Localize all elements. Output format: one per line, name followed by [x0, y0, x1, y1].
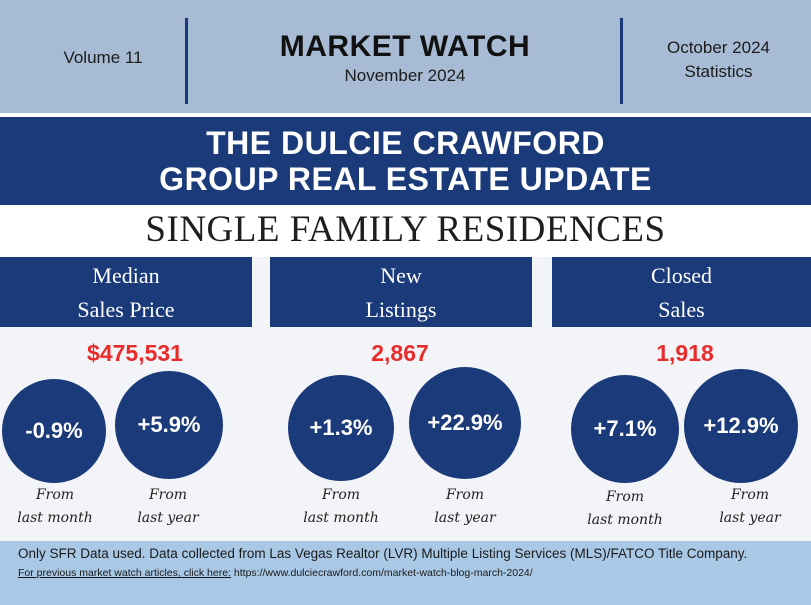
metric-label-line-1: Closed [650, 263, 713, 288]
metric-header-closed-sales: Closed Sales [552, 257, 811, 327]
metric-value-closed-sales: 1,918 [656, 340, 714, 366]
volume-label: Volume 11 [63, 48, 143, 67]
group-update-banner: THE DULCIE CRAWFORD GROUP REAL ESTATE UP… [0, 117, 811, 205]
caption-from-last-month: From last month [291, 484, 391, 530]
caption-from: From [730, 487, 770, 503]
metric-label-line-2: Listings [365, 297, 437, 322]
median-year-change-circle: +5.9% [115, 371, 223, 479]
listings-year-change-circle: +22.9% [409, 367, 521, 479]
caption-from: From [35, 487, 75, 503]
header-band [0, 0, 811, 113]
caption-from: From [148, 487, 188, 503]
caption-last-year: last year [719, 510, 781, 526]
stats-period-month: October 2024 [666, 38, 770, 57]
caption-from: From [321, 487, 361, 503]
previous-articles-line: For previous market watch articles, clic… [18, 567, 793, 579]
stats-period: October 2024 Statistics [626, 36, 811, 84]
caption-from-last-year: From last year [700, 484, 800, 530]
metric-header-median-sales-price: Median Sales Price [0, 257, 252, 327]
issue-month: November 2024 [344, 66, 466, 85]
metric-value-median-sales-price: $475,531 [87, 340, 183, 366]
caption-last-month: last month [17, 510, 93, 526]
metric-label-line-1: Median [92, 263, 160, 288]
metric-label-line-2: Sales [658, 297, 705, 322]
caption-from-last-month: From last month [5, 484, 105, 530]
header-divider-right [620, 18, 623, 104]
market-watch-title: MARKET WATCH [279, 30, 531, 63]
footer: Only SFR Data used. Data collected from … [0, 541, 811, 605]
caption-from-last-year: From last year [118, 484, 218, 530]
previous-articles-url[interactable]: https://www.dulciecrawford.com/market-wa… [230, 567, 533, 579]
section-subtitle: SINGLE FAMILY RESIDENCES [145, 209, 666, 250]
header-divider-left [185, 18, 188, 104]
closed-year-change-circle: +12.9% [684, 369, 798, 483]
metric-value-new-listings: 2,867 [371, 340, 429, 366]
caption-last-month: last month [587, 512, 663, 528]
caption-last-month: last month [303, 510, 379, 526]
banner-line-2: GROUP REAL ESTATE UPDATE [159, 161, 652, 197]
caption-last-year: last year [137, 510, 199, 526]
caption-from-last-year: From last year [415, 484, 515, 530]
median-month-change-circle: -0.9% [2, 379, 106, 483]
stats-period-label: Statistics [684, 62, 753, 81]
header-center: MARKET WATCH November 2024 [190, 30, 620, 86]
caption-from: From [445, 487, 485, 503]
data-source-note: Only SFR Data used. Data collected from … [18, 546, 748, 561]
closed-month-change-circle: +7.1% [571, 375, 679, 483]
caption-from-last-month: From last month [575, 486, 675, 532]
banner-line-1: THE DULCIE CRAWFORD [206, 125, 605, 161]
metric-label-line-1: New [380, 263, 422, 288]
caption-from: From [605, 489, 645, 505]
metric-label-line-2: Sales Price [77, 297, 175, 322]
listings-month-change-circle: +1.3% [288, 375, 394, 481]
caption-last-year: last year [434, 510, 496, 526]
previous-articles-link[interactable]: For previous market watch articles, clic… [18, 567, 231, 579]
metric-header-new-listings: New Listings [270, 257, 532, 327]
